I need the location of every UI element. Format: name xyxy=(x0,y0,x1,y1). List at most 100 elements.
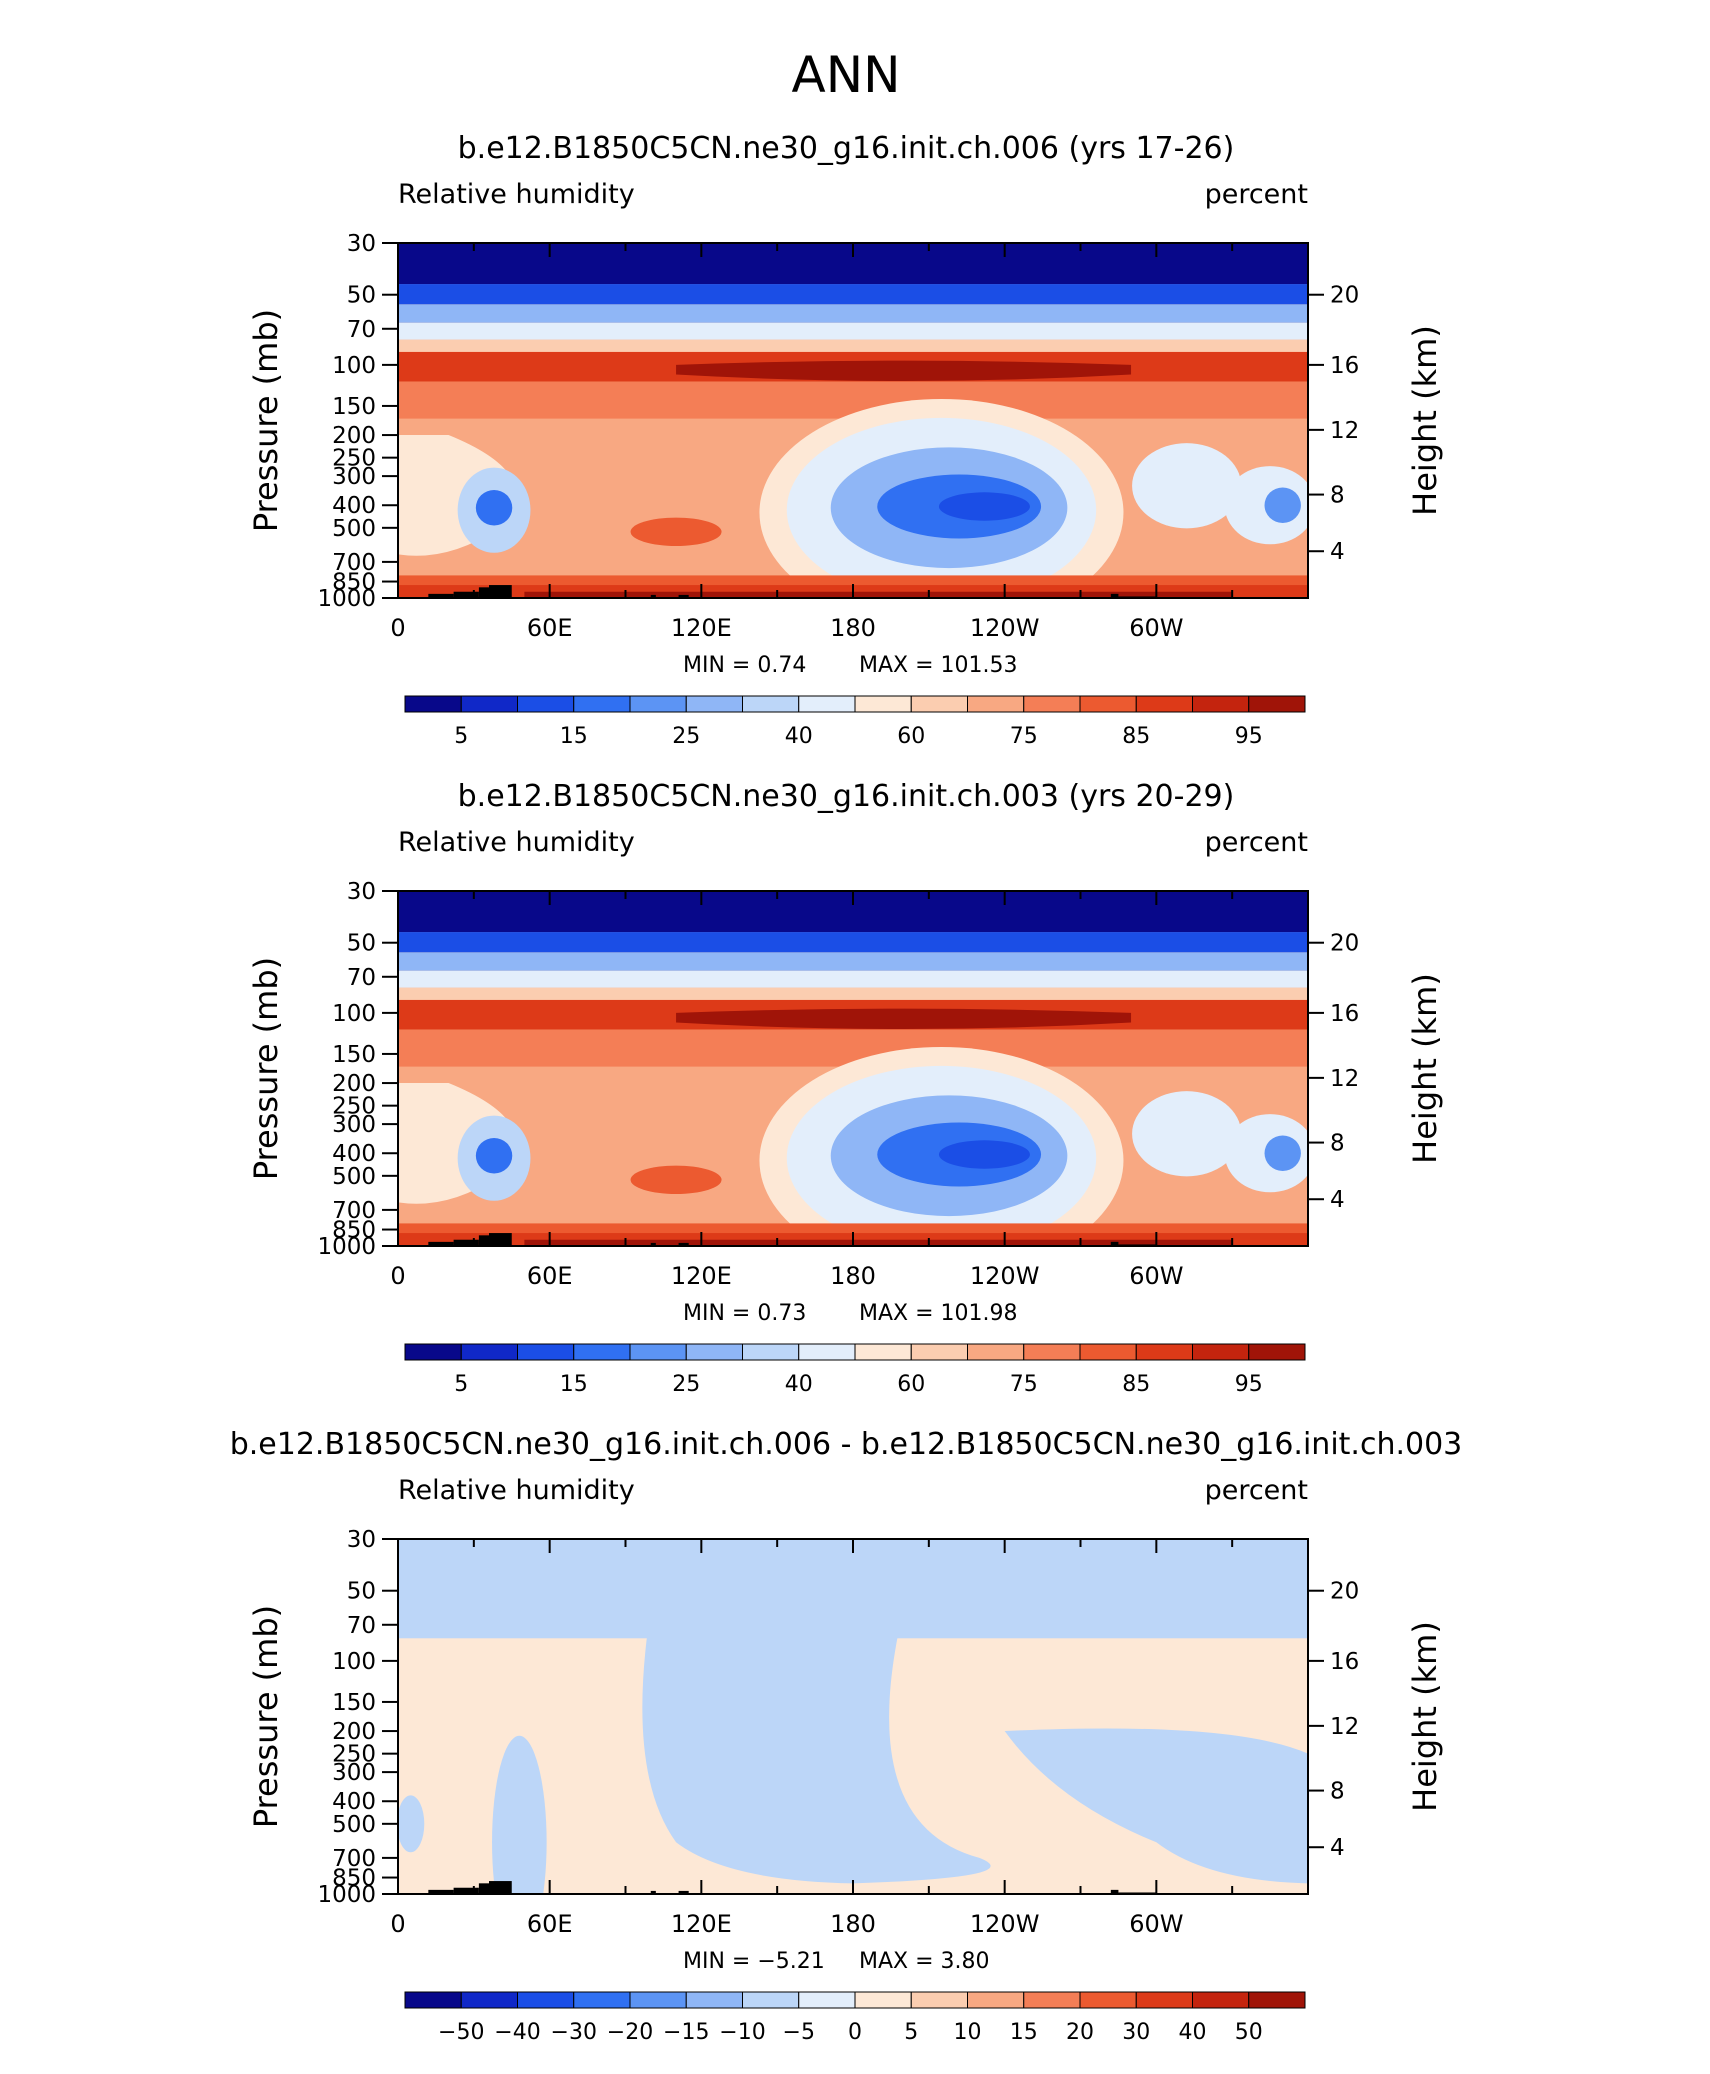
colorbar-swatch xyxy=(629,1343,687,1361)
y-tick-label: 30 xyxy=(347,231,376,257)
y-tick-label: 50 xyxy=(347,283,376,309)
dry-region xyxy=(1264,487,1301,523)
units-label: percent xyxy=(1205,179,1308,210)
colorbar-swatch xyxy=(517,695,575,713)
x-tick-label: 60W xyxy=(1129,1262,1183,1290)
colorbar-swatch xyxy=(1248,695,1306,713)
colorbar-swatch xyxy=(1079,1343,1137,1361)
y-axis-label: Pressure (mb) xyxy=(247,1605,285,1828)
colorbar-label: −10 xyxy=(719,2020,765,2045)
land-mask xyxy=(453,1887,479,1894)
land-mask xyxy=(678,594,689,598)
land-mask xyxy=(650,594,656,598)
max-value: MAX = 3.80 xyxy=(859,1949,990,1974)
colorbar-swatch xyxy=(910,1991,968,2009)
colorbar-label: 40 xyxy=(1179,2020,1207,2045)
colorbar-label: −5 xyxy=(783,2020,815,2045)
land-mask xyxy=(428,593,454,598)
colorbar-swatch xyxy=(1135,695,1193,713)
colorbar-swatch xyxy=(1192,1343,1250,1361)
land-mask xyxy=(489,1233,512,1246)
x-tick-label: 180 xyxy=(830,1262,876,1290)
colorbar-swatch xyxy=(798,695,856,713)
colorbar-swatch xyxy=(1079,695,1137,713)
colorbar-swatch xyxy=(685,695,743,713)
colorbar-swatch xyxy=(517,1343,575,1361)
units-label: percent xyxy=(1205,827,1308,858)
colorbar-label: 5 xyxy=(904,2020,918,2045)
stratosphere-band xyxy=(398,304,1308,323)
dry-region xyxy=(1264,1135,1301,1171)
stratosphere-band xyxy=(398,932,1308,953)
y2-tick-label: 4 xyxy=(1330,1835,1345,1861)
y-tick-label: 100 xyxy=(332,1649,376,1675)
land-mask xyxy=(478,587,489,598)
upper-band xyxy=(398,381,1308,419)
colorbar-label: 30 xyxy=(1122,2020,1150,2045)
colorbar-label: 75 xyxy=(1010,1372,1038,1397)
y-tick-label: 250 xyxy=(332,1742,376,1768)
y2-tick-label: 12 xyxy=(1330,1066,1359,1092)
panel-title: b.e12.B1850C5CN.ne30_g16.init.ch.006 (yr… xyxy=(458,131,1235,166)
colorbar-swatch xyxy=(910,1343,968,1361)
y2-tick-label: 16 xyxy=(1330,1001,1359,1027)
colorbar-swatch xyxy=(798,1343,856,1361)
y-tick-label: 30 xyxy=(347,1527,376,1553)
land-mask xyxy=(678,1890,689,1894)
colorbar-swatch xyxy=(573,695,631,713)
land-mask xyxy=(650,1242,656,1246)
y-tick-label: 500 xyxy=(332,1812,376,1838)
max-value: MAX = 101.53 xyxy=(859,653,1018,678)
colorbar-swatch xyxy=(1023,1343,1081,1361)
tropopause-maximum xyxy=(676,1008,1132,1030)
colorbar-swatch xyxy=(967,1343,1025,1361)
colorbar-label: 40 xyxy=(785,1372,813,1397)
colorbar-swatch xyxy=(798,1991,856,2009)
x-tick-label: 120W xyxy=(970,1910,1040,1938)
negative-region xyxy=(642,1609,991,1884)
colorbar-label: 10 xyxy=(954,2020,982,2045)
y2-axis-label: Height (km) xyxy=(1406,1621,1444,1812)
colorbar-swatch xyxy=(1192,695,1250,713)
colorbar-label: 25 xyxy=(672,724,700,749)
negative-region xyxy=(492,1735,547,1894)
y-tick-label: 300 xyxy=(332,464,376,490)
colorbar-label: 15 xyxy=(560,724,588,749)
y-tick-label: 200 xyxy=(332,1719,376,1745)
stratosphere-band xyxy=(398,970,1308,988)
x-tick-label: 60E xyxy=(527,614,573,642)
y2-tick-label: 20 xyxy=(1330,1579,1359,1605)
colorbar-swatch xyxy=(967,695,1025,713)
colorbar-label: 5 xyxy=(454,1372,468,1397)
dry-region xyxy=(938,1140,1030,1169)
y-tick-label: 850 xyxy=(332,1218,376,1244)
colorbar-label: 15 xyxy=(560,1372,588,1397)
y-tick-label: 700 xyxy=(332,550,376,576)
units-label: percent xyxy=(1205,1475,1308,1506)
y-tick-label: 150 xyxy=(332,394,376,420)
y2-axis-label: Height (km) xyxy=(1406,973,1444,1164)
colorbar-swatch xyxy=(1248,1343,1306,1361)
y2-tick-label: 8 xyxy=(1330,1779,1345,1805)
colorbar-swatch xyxy=(967,1991,1025,2009)
colorbar-swatch xyxy=(742,695,800,713)
y2-tick-label: 16 xyxy=(1330,353,1359,379)
colorbar-label: 95 xyxy=(1235,1372,1263,1397)
y-tick-label: 100 xyxy=(332,1001,376,1027)
x-tick-label: 0 xyxy=(390,1262,405,1290)
y-tick-label: 300 xyxy=(332,1112,376,1138)
x-tick-label: 0 xyxy=(390,1910,405,1938)
colorbar-label: 15 xyxy=(1010,2020,1038,2045)
variable-name: Relative humidity xyxy=(398,827,635,858)
max-value: MAX = 101.98 xyxy=(859,1301,1018,1326)
x-tick-label: 120W xyxy=(970,614,1040,642)
contour-field xyxy=(398,243,1308,598)
land-mask xyxy=(1110,1241,1119,1246)
x-tick-label: 0 xyxy=(390,614,405,642)
negative-region xyxy=(1004,1728,1308,1884)
y2-tick-label: 8 xyxy=(1330,1131,1345,1157)
colorbar-swatch xyxy=(742,1991,800,2009)
y-tick-label: 500 xyxy=(332,516,376,542)
colorbar-label: −15 xyxy=(663,2020,709,2045)
